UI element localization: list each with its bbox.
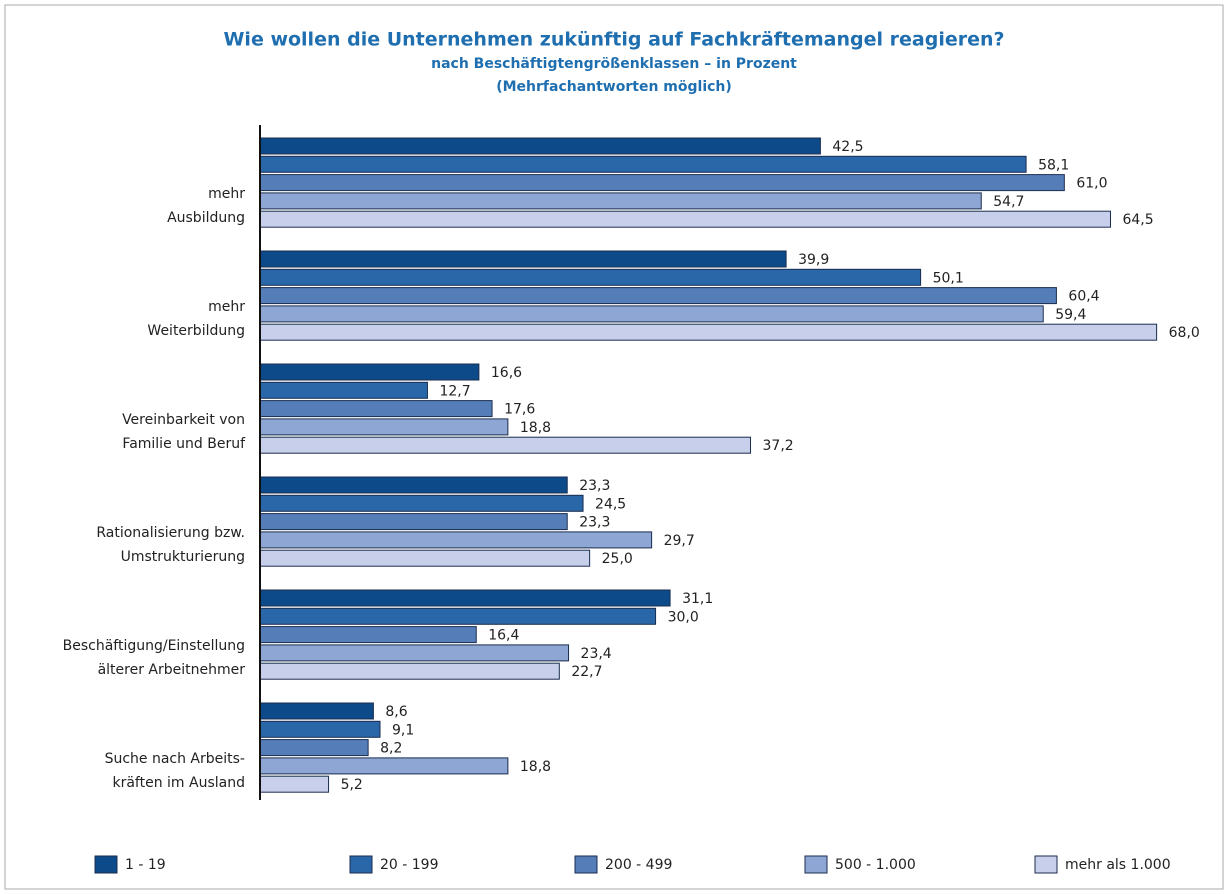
- bar: [259, 381, 428, 399]
- bar: [259, 476, 568, 494]
- legend-swatch: [349, 855, 373, 874]
- chart-title: Wie wollen die Unternehmen zukünftig auf…: [223, 29, 1004, 51]
- bar: [259, 720, 381, 738]
- value-label: 25,0: [602, 551, 633, 567]
- value-label: 60,4: [1068, 289, 1099, 305]
- bar: [259, 662, 560, 680]
- value-label: 9,1: [392, 722, 414, 738]
- bar: [259, 644, 570, 662]
- value-label: 30,0: [668, 609, 699, 625]
- bar: [259, 549, 591, 567]
- category-label: mehr: [208, 186, 245, 202]
- category-label: Familie und Beruf: [122, 436, 246, 452]
- bar: [259, 436, 752, 454]
- category-label: Suche nach Arbeits-: [105, 751, 245, 767]
- value-label: 54,7: [993, 194, 1024, 210]
- bar: [259, 400, 493, 418]
- category-label: Ausbildung: [167, 210, 245, 226]
- value-label: 59,4: [1055, 307, 1086, 323]
- value-label: 68,0: [1169, 325, 1200, 341]
- bar: [259, 174, 1065, 192]
- frame: [4, 4, 1224, 890]
- bar: [259, 702, 374, 720]
- bar: [259, 739, 369, 757]
- value-label: 16,6: [491, 365, 522, 381]
- value-label: 29,7: [664, 533, 695, 549]
- bar: [259, 192, 982, 210]
- bar: [259, 323, 1158, 341]
- value-label: 16,4: [488, 628, 519, 644]
- category-label: Weiterbildung: [147, 323, 245, 339]
- category-label: mehr: [208, 299, 245, 315]
- bar: [259, 210, 1111, 228]
- value-label: 24,5: [595, 496, 626, 512]
- value-label: 58,1: [1038, 157, 1069, 173]
- category-label: Beschäftigung/Einstellung: [63, 638, 245, 654]
- category-label: Vereinbarkeit von: [122, 412, 245, 428]
- bar: [259, 155, 1027, 173]
- category-label: älterer Arbeitnehmer: [98, 662, 246, 678]
- bar: [259, 757, 509, 775]
- bar: [259, 513, 568, 531]
- category-label: Umstrukturierung: [121, 549, 245, 565]
- legend-swatch: [574, 855, 598, 874]
- category-label: kräften im Ausland: [112, 775, 245, 791]
- bar: [259, 287, 1057, 305]
- value-label: 23,4: [581, 646, 612, 662]
- bar: [259, 775, 330, 793]
- legend-swatch: [94, 855, 118, 874]
- value-label: 50,1: [933, 270, 964, 286]
- legend-label: 20 - 199: [380, 857, 439, 873]
- value-label: 5,2: [341, 777, 363, 793]
- bar: [259, 531, 653, 549]
- value-label: 39,9: [798, 252, 829, 268]
- value-label: 61,0: [1076, 176, 1107, 192]
- value-label: 23,3: [579, 478, 610, 494]
- value-label: 42,5: [832, 139, 863, 155]
- value-label: 8,6: [385, 704, 407, 720]
- value-label: 31,1: [682, 591, 713, 607]
- value-label: 17,6: [504, 402, 535, 418]
- bar: [259, 607, 657, 625]
- legend-label: mehr als 1.000: [1065, 857, 1171, 873]
- chart-subtitle: nach Beschäftigtengrößenklassen – in Pro…: [431, 56, 797, 72]
- bar: [259, 268, 922, 286]
- bar: [259, 250, 787, 268]
- bar: [259, 137, 821, 155]
- bar: [259, 418, 509, 436]
- legend-label: 200 - 499: [605, 857, 672, 873]
- value-label: 8,2: [380, 741, 402, 757]
- bar: [259, 363, 480, 381]
- bar: [259, 305, 1044, 323]
- value-label: 23,3: [579, 515, 610, 531]
- value-label: 18,8: [520, 759, 551, 775]
- value-label: 37,2: [763, 438, 794, 454]
- bar: [259, 589, 671, 607]
- legend-label: 1 - 19: [125, 857, 166, 873]
- value-label: 64,5: [1122, 212, 1153, 228]
- bar: [259, 494, 584, 512]
- category-label: Rationalisierung bzw.: [96, 525, 245, 541]
- value-label: 18,8: [520, 420, 551, 436]
- value-label: 12,7: [439, 383, 470, 399]
- legend-swatch: [804, 855, 828, 874]
- legend-label: 500 - 1.000: [835, 857, 916, 873]
- legend-swatch: [1034, 855, 1058, 874]
- bar: [259, 626, 477, 644]
- value-label: 22,7: [571, 664, 602, 680]
- chart-subtitle: (Mehrfachantworten möglich): [496, 79, 732, 95]
